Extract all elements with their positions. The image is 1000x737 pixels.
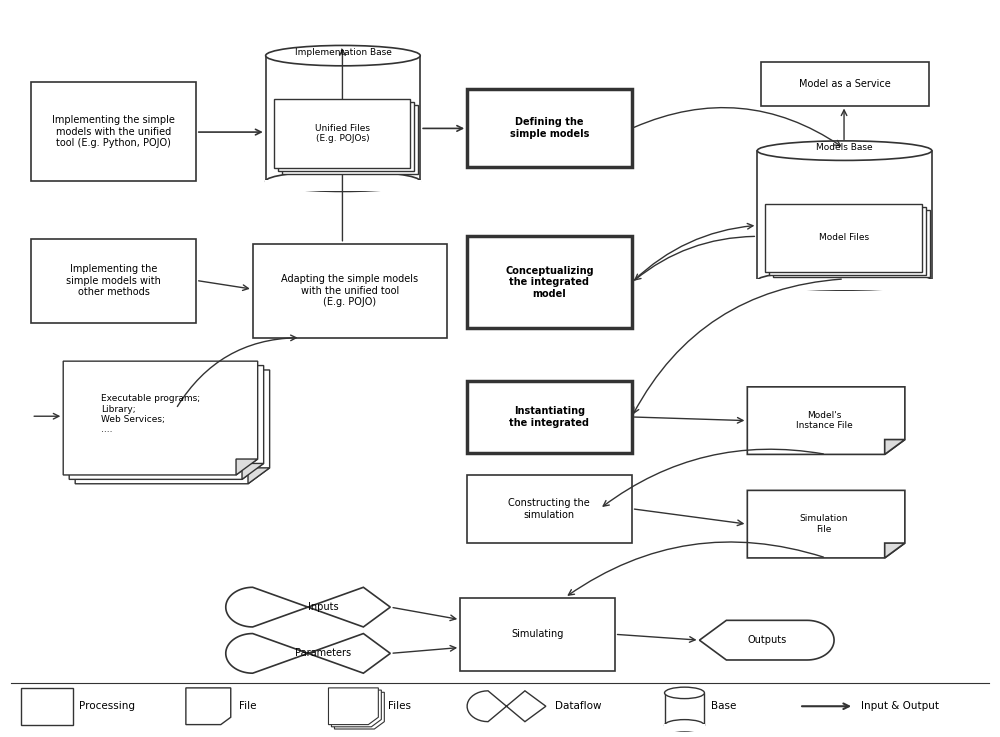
FancyBboxPatch shape — [282, 105, 418, 174]
Ellipse shape — [757, 141, 932, 161]
Text: Instantiating
the integrated: Instantiating the integrated — [509, 406, 589, 427]
Text: Conceptualizing
the integrated
model: Conceptualizing the integrated model — [505, 265, 594, 298]
Ellipse shape — [266, 171, 420, 192]
Polygon shape — [248, 468, 270, 483]
FancyBboxPatch shape — [31, 239, 196, 323]
FancyBboxPatch shape — [21, 688, 73, 724]
FancyBboxPatch shape — [31, 82, 196, 181]
Polygon shape — [75, 370, 270, 483]
Text: Adapting the simple models
with the unified tool
(E.g. POJO): Adapting the simple models with the unif… — [281, 274, 418, 307]
Polygon shape — [747, 490, 905, 558]
Text: Unified Files
(E.g. POJOs): Unified Files (E.g. POJOs) — [315, 124, 370, 143]
FancyBboxPatch shape — [467, 89, 632, 167]
Text: Simulation
File: Simulation File — [800, 514, 848, 534]
FancyBboxPatch shape — [467, 237, 632, 328]
Bar — [665, 693, 704, 725]
Bar — [266, 55, 420, 181]
Text: Outputs: Outputs — [747, 635, 786, 645]
Text: Inputs: Inputs — [308, 602, 338, 612]
FancyBboxPatch shape — [460, 598, 615, 671]
Polygon shape — [467, 691, 546, 722]
Polygon shape — [747, 387, 905, 455]
Ellipse shape — [665, 719, 704, 731]
Text: Implementing the
simple models with
other methods: Implementing the simple models with othe… — [66, 264, 161, 297]
Text: Implementing the simple
models with the unified
tool (E.g. Python, POJO): Implementing the simple models with the … — [52, 115, 175, 148]
Bar — [756, 279, 933, 290]
Ellipse shape — [266, 46, 420, 66]
Polygon shape — [242, 464, 264, 479]
Text: Parameters: Parameters — [295, 649, 351, 658]
Text: Simulating: Simulating — [511, 629, 564, 639]
Bar — [664, 724, 705, 731]
Text: Models Base: Models Base — [816, 143, 873, 153]
Polygon shape — [69, 366, 264, 479]
Polygon shape — [186, 688, 231, 724]
FancyBboxPatch shape — [253, 244, 447, 338]
Polygon shape — [331, 690, 381, 727]
Ellipse shape — [665, 687, 704, 699]
FancyBboxPatch shape — [274, 99, 410, 168]
Text: Base: Base — [711, 701, 737, 711]
Text: Model's
Instance File: Model's Instance File — [796, 411, 852, 430]
Text: Model as a Service: Model as a Service — [799, 79, 891, 88]
FancyBboxPatch shape — [467, 475, 632, 542]
Ellipse shape — [757, 270, 932, 290]
Text: Input & Output: Input & Output — [861, 701, 939, 711]
Polygon shape — [63, 361, 258, 475]
Polygon shape — [699, 621, 834, 660]
Text: File: File — [239, 701, 256, 711]
Text: Files: Files — [388, 701, 411, 711]
Text: Executable programs;
Library;
Web Services;
....: Executable programs; Library; Web Servic… — [101, 394, 200, 435]
Polygon shape — [885, 543, 905, 558]
Polygon shape — [226, 634, 390, 673]
FancyBboxPatch shape — [467, 381, 632, 453]
Polygon shape — [328, 688, 378, 724]
Polygon shape — [236, 459, 258, 475]
Text: Defining the
simple models: Defining the simple models — [510, 117, 589, 139]
Polygon shape — [334, 692, 384, 729]
Text: Implementation Base: Implementation Base — [295, 48, 391, 57]
Bar — [265, 180, 421, 192]
Text: Processing: Processing — [79, 701, 135, 711]
Bar — [757, 150, 932, 280]
FancyBboxPatch shape — [773, 210, 930, 277]
Text: Model Files: Model Files — [819, 234, 870, 242]
Polygon shape — [226, 587, 390, 627]
FancyBboxPatch shape — [769, 207, 926, 274]
Text: Constructing the
simulation: Constructing the simulation — [508, 498, 590, 520]
Polygon shape — [885, 439, 905, 455]
FancyBboxPatch shape — [765, 204, 922, 271]
FancyBboxPatch shape — [761, 62, 929, 105]
Text: Dataflow: Dataflow — [555, 701, 601, 711]
FancyBboxPatch shape — [278, 102, 414, 171]
